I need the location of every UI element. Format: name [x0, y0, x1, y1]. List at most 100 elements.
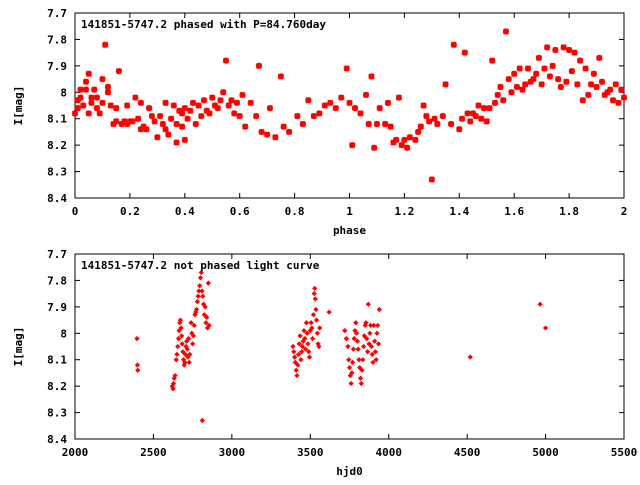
data-point	[412, 136, 419, 143]
data-point	[365, 120, 372, 128]
y-tick-label: 7.7	[47, 7, 67, 20]
x-tick-label: 0	[72, 205, 79, 218]
data-point	[393, 136, 400, 143]
data-point	[524, 65, 532, 72]
data-point	[601, 91, 608, 99]
data-point	[233, 99, 241, 106]
data-point	[434, 120, 441, 128]
data-point	[99, 99, 106, 106]
data-point	[513, 83, 521, 91]
data-point	[299, 120, 306, 128]
y-tick-label: 7.9	[47, 60, 67, 73]
data-point	[560, 44, 567, 51]
data-point	[176, 107, 183, 114]
data-point	[585, 91, 592, 99]
data-point	[480, 105, 488, 112]
x-tick-label: 5500	[611, 446, 638, 459]
data-point	[500, 97, 507, 104]
data-point	[199, 288, 205, 294]
data-point	[404, 144, 411, 151]
y-tick-label: 8.2	[47, 139, 67, 152]
data-point	[373, 357, 379, 363]
data-point	[353, 320, 359, 326]
data-point	[612, 81, 619, 88]
x-tick-label: 2500	[140, 446, 167, 459]
x-axis-label: hjd0	[336, 465, 363, 478]
data-point	[154, 134, 161, 141]
data-point	[497, 83, 504, 91]
data-point	[96, 110, 103, 117]
y-tick-labels: 7.7 7.8 7.9 8 8.1 8.2 8.3 8.4	[47, 248, 67, 446]
data-point	[357, 365, 363, 371]
x-tick-label: 0.8	[285, 205, 305, 218]
data-point	[376, 306, 382, 313]
data-point	[358, 380, 364, 387]
data-point	[228, 97, 235, 104]
data-point	[194, 298, 200, 305]
data-point	[530, 75, 537, 83]
data-point	[113, 105, 120, 112]
data-point	[360, 357, 366, 363]
data-point	[77, 94, 84, 101]
data-point	[423, 112, 430, 120]
data-point	[192, 120, 199, 128]
data-point	[489, 57, 496, 64]
data-point	[475, 102, 482, 109]
data-point	[519, 86, 526, 93]
data-point	[294, 372, 300, 379]
data-point	[236, 112, 243, 120]
data-point	[178, 123, 186, 130]
data-point	[291, 349, 297, 355]
data-point	[82, 78, 90, 85]
data-point	[321, 102, 328, 109]
data-point	[91, 86, 98, 93]
data-point	[346, 365, 353, 371]
data-point	[478, 115, 485, 122]
data-point	[85, 110, 92, 117]
data-point	[143, 126, 150, 133]
data-point	[312, 285, 318, 291]
data-point	[332, 105, 339, 112]
unphased-light-curve-panel: 2000 2500 3000 3500 4000 4500 5000 5500 7.77.87…	[12, 248, 637, 478]
data-point	[195, 102, 202, 109]
data-point	[272, 134, 279, 141]
data-point	[179, 333, 185, 339]
x-tick-label: 4500	[454, 446, 481, 459]
data-point	[615, 99, 622, 106]
data-point	[82, 86, 90, 93]
data-point	[293, 367, 299, 373]
data-point	[297, 333, 303, 339]
data-point	[359, 367, 365, 373]
data-point	[177, 317, 184, 323]
data-point	[202, 304, 208, 310]
data-point	[292, 359, 299, 365]
data-point	[110, 120, 117, 128]
data-point	[306, 354, 313, 360]
data-point	[173, 139, 180, 146]
data-points	[71, 28, 628, 183]
data-point	[338, 94, 345, 101]
data-point	[574, 81, 581, 88]
data-point	[313, 317, 320, 323]
data-point	[425, 118, 433, 125]
data-point	[179, 341, 185, 347]
data-point	[180, 349, 186, 355]
data-point	[469, 110, 477, 117]
data-point	[107, 102, 114, 109]
data-point	[511, 70, 518, 77]
data-point	[310, 312, 317, 318]
data-point	[253, 112, 260, 120]
data-point	[264, 131, 271, 138]
x-tick-label: 1	[346, 205, 353, 218]
y-tick-label: 8.1	[47, 113, 67, 126]
data-point	[165, 131, 172, 138]
x-axis-label: phase	[333, 224, 366, 237]
data-point	[203, 107, 210, 114]
x-tick-label: 4000	[375, 446, 402, 459]
data-point	[395, 94, 403, 101]
data-point	[365, 301, 371, 307]
y-tick-label: 8.3	[47, 166, 67, 179]
data-point	[533, 70, 540, 77]
data-point	[148, 112, 155, 120]
data-point	[182, 351, 189, 358]
